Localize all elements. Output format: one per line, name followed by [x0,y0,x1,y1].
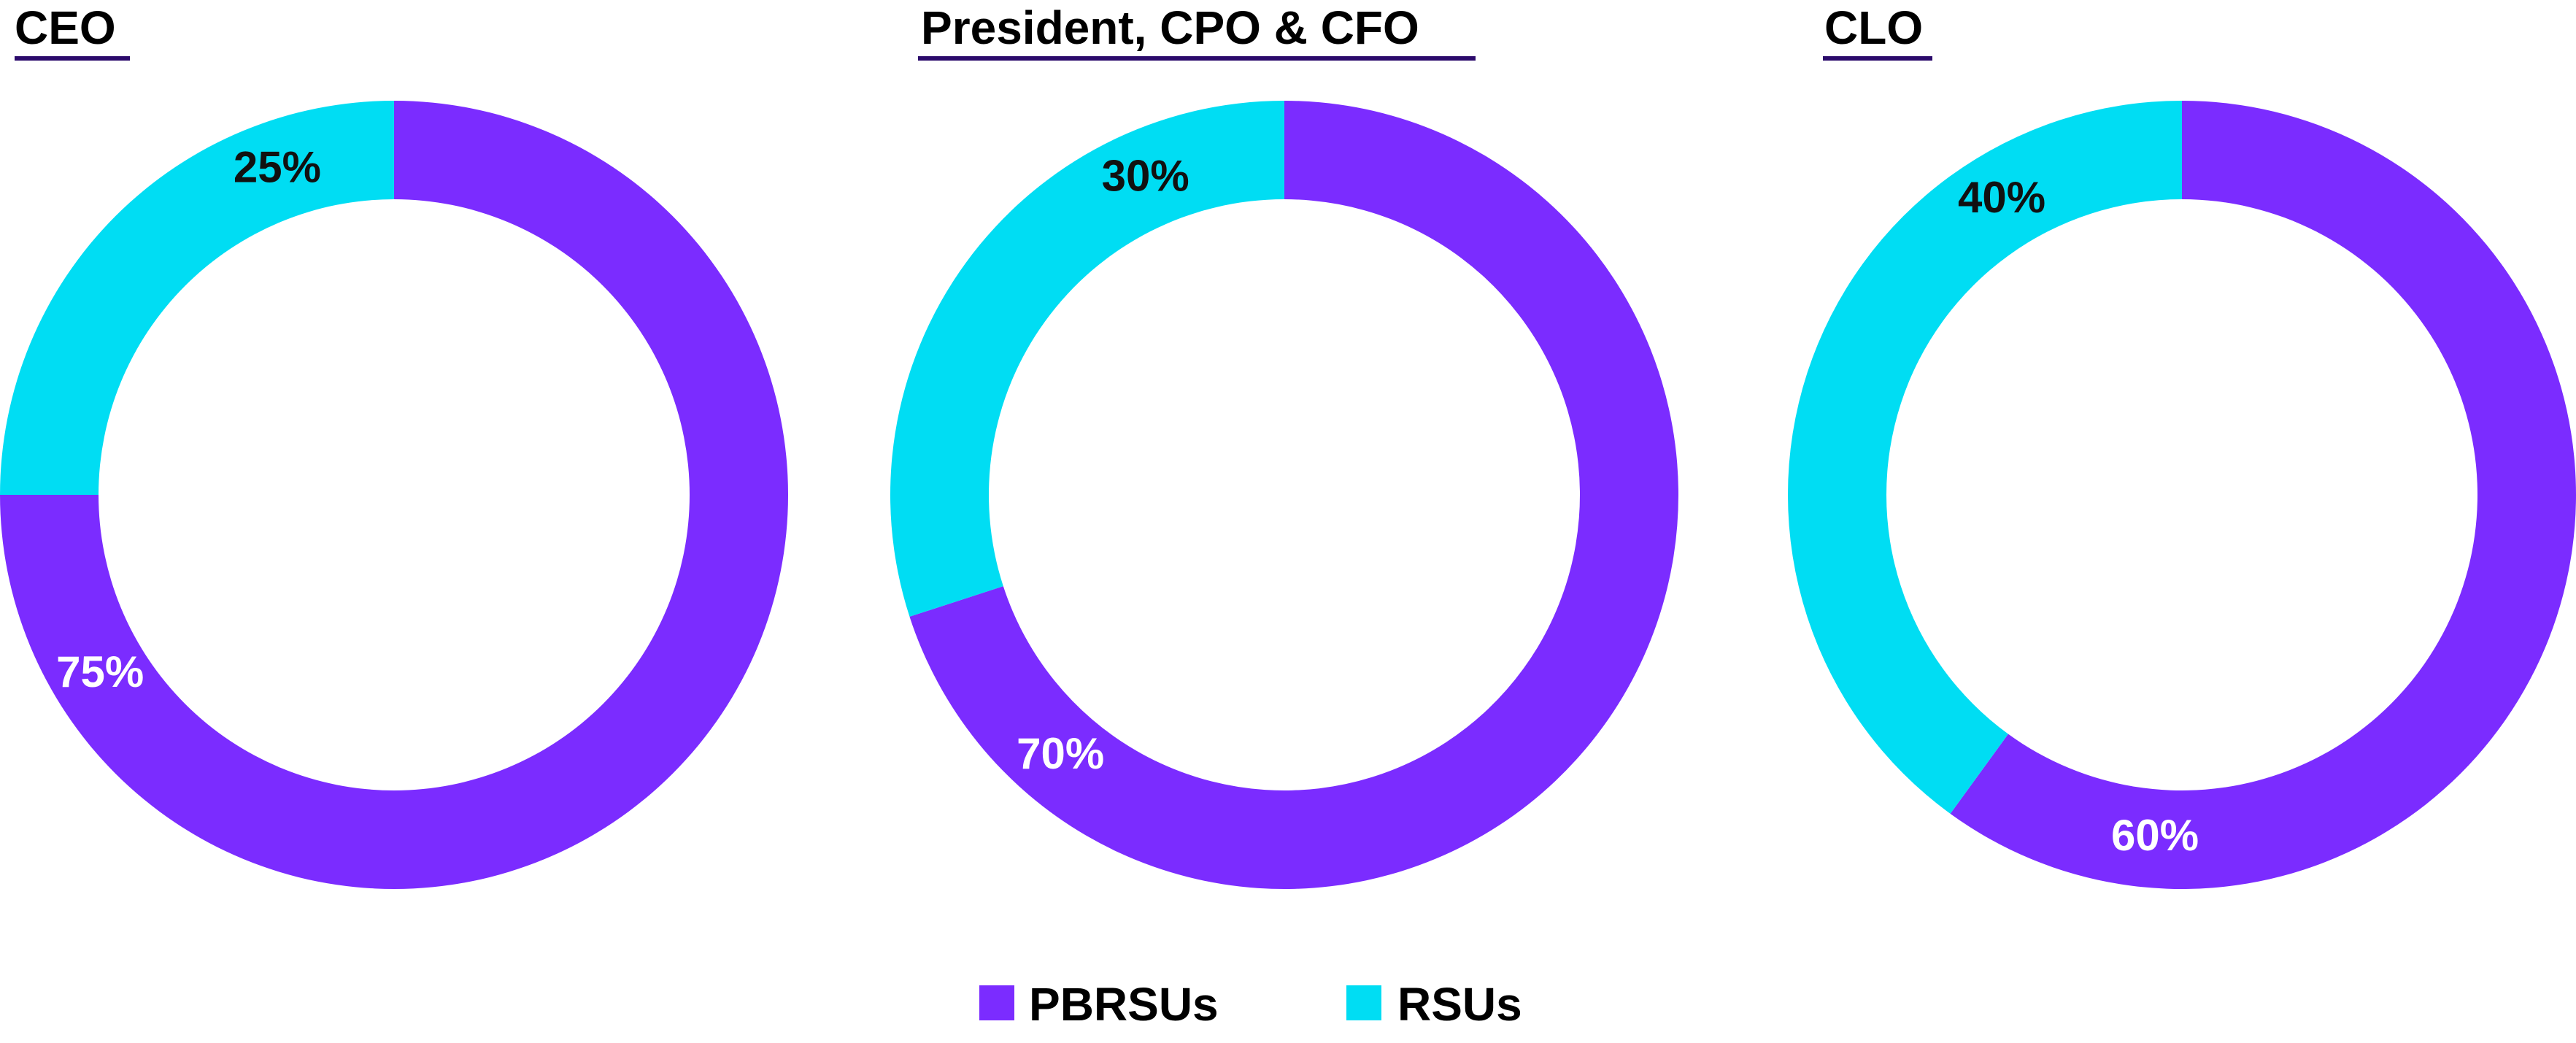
donut-slice-ceo-rsus [0,101,394,495]
data-label-clo-pbrsus: 60% [2111,811,2199,860]
chart-clo: CLO 60% 40% [1788,1,2576,889]
chart-title-clo: CLO [1824,1,1923,54]
data-label-clo-rsus: 40% [1958,173,2045,222]
donut-slice-president-rsus [890,101,1284,617]
chart-title-president-cpo-cfo: President, CPO & CFO [921,1,1419,54]
chart-title-ceo: CEO [15,1,116,54]
data-label-president-pbrsus: 70% [1017,729,1104,778]
data-label-ceo-rsus: 25% [234,142,321,191]
legend-swatch-rsus [1346,985,1381,1020]
chart-president-cpo-cfo: President, CPO & CFO 70% 30% [890,1,1679,889]
donut-slice-clo-pbrsus [1950,101,2576,889]
legend-label-pbrsus: PBRSUs [1029,978,1219,1031]
donut-slice-clo-rsus [1788,101,2182,814]
legend-swatch-pbrsus [979,985,1014,1020]
chart-ceo: CEO 75% 25% [0,1,788,889]
data-label-president-rsus: 30% [1102,151,1189,200]
legend-label-rsus: RSUs [1397,978,1522,1031]
legend: PBRSUs RSUs [979,978,1522,1031]
data-label-ceo-pbrsus: 75% [56,647,144,696]
